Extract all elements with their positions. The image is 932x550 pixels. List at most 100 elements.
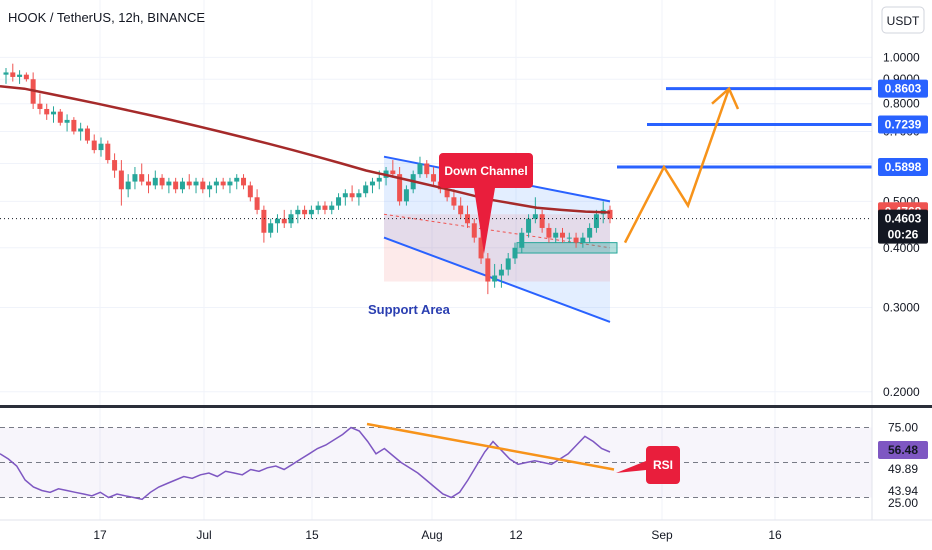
candle-body	[580, 237, 586, 243]
candle-body	[559, 232, 565, 238]
price-tag-value: 0.5898	[885, 160, 922, 174]
candle-body	[281, 218, 287, 224]
price-tag: 0.8603	[878, 79, 928, 98]
rsi-tag-value: 49.89	[888, 462, 918, 476]
candle-body	[363, 185, 369, 194]
candle-body	[247, 185, 253, 198]
candle-body	[118, 170, 124, 190]
candle-body	[186, 181, 192, 186]
price-tag-bg	[878, 115, 928, 134]
chart-title: HOOK / TetherUS, 12h, BINANCE	[8, 10, 205, 25]
channel-fill	[384, 156, 610, 322]
candle-body	[315, 205, 321, 210]
candle-body	[44, 108, 50, 115]
support-zone	[516, 242, 618, 254]
currency-button-label[interactable]: USDT	[887, 14, 920, 28]
candle-body	[403, 189, 409, 202]
candle-body	[98, 143, 104, 151]
y-tick-label: 0.2000	[883, 385, 920, 399]
candle-body	[431, 174, 437, 182]
moving-average-line	[0, 85, 611, 214]
candle-body	[3, 72, 9, 75]
candle-body	[322, 205, 328, 210]
candle-body	[234, 177, 240, 182]
candle-body	[23, 74, 29, 80]
rsi-pane: RSI	[0, 422, 872, 501]
candle-body	[498, 269, 504, 276]
candle-body	[532, 214, 538, 219]
candle-body	[288, 214, 294, 224]
candle-body	[241, 177, 247, 186]
currency-button-frame[interactable]	[881, 6, 925, 34]
rsi-tag-value: 56.48	[888, 443, 918, 457]
candle-body	[200, 181, 206, 190]
x-tick-label: Aug	[421, 528, 442, 542]
support-area-label: Support Area	[368, 302, 451, 317]
rsi-y-tick: 25.00	[888, 496, 918, 510]
candle-body	[166, 181, 172, 186]
candle-body	[566, 237, 572, 239]
candle-body	[112, 160, 118, 171]
candle-body	[417, 163, 423, 175]
candle-body	[607, 209, 613, 219]
candle-body	[458, 205, 464, 215]
candle-body	[220, 181, 226, 186]
candle-body	[78, 128, 84, 132]
candle-body	[213, 181, 219, 186]
candle-body	[519, 232, 525, 248]
y-tick-label: 0.4000	[883, 241, 920, 255]
candle-body	[179, 181, 185, 190]
candle-body	[227, 181, 233, 186]
price-tag: 0.5898	[878, 158, 928, 177]
candle-body	[356, 193, 362, 198]
price-tag-value: 0.7239	[885, 117, 922, 131]
countdown-label: 00:26	[888, 228, 919, 242]
x-tick-label: 16	[768, 528, 782, 542]
candle-body	[84, 128, 90, 141]
currency-button[interactable]: USDT	[881, 6, 925, 34]
candle-body	[207, 185, 213, 190]
x-tick-label: Sep	[651, 528, 673, 542]
candle-body	[64, 119, 70, 123]
candle-body	[329, 205, 335, 210]
candle-body	[505, 258, 511, 270]
y-tick-label: 1.0000	[883, 50, 920, 64]
price-tag-bg	[878, 209, 928, 244]
candle-body	[464, 214, 470, 224]
candle-body	[152, 177, 158, 186]
candle-body	[485, 258, 491, 282]
down-channel-callout: Down Channel	[439, 153, 533, 254]
candle-body	[451, 197, 457, 206]
x-tick-label: 15	[305, 528, 319, 542]
candle-body	[295, 209, 301, 215]
price-tag-value: 0.8603	[885, 82, 922, 96]
candle-body	[71, 119, 77, 132]
price-pane: Down Channel Support Area	[0, 63, 872, 323]
candle-body	[573, 237, 579, 243]
candle-body	[173, 181, 179, 190]
price-tag: 0.7239	[878, 115, 928, 134]
candle-body	[302, 209, 308, 215]
y-tick-label: 0.8000	[883, 97, 920, 111]
grid	[0, 0, 872, 520]
rsi-y-tick: 75.00	[888, 421, 918, 435]
rsi-callout-bubble	[616, 446, 680, 484]
projection-arrow	[623, 88, 731, 244]
candle-body	[125, 181, 131, 190]
pane-separator	[0, 405, 932, 408]
candle-body	[10, 72, 16, 77]
x-tick-label: 12	[509, 528, 523, 542]
candle-body	[444, 189, 450, 198]
midline	[383, 213, 611, 249]
candle-body	[593, 214, 599, 228]
candle-body	[512, 247, 518, 259]
range-box	[384, 214, 610, 282]
candle-body	[526, 218, 532, 233]
candle-body	[17, 74, 23, 77]
candle-body	[261, 209, 267, 233]
x-tick-label: Jul	[196, 528, 211, 542]
